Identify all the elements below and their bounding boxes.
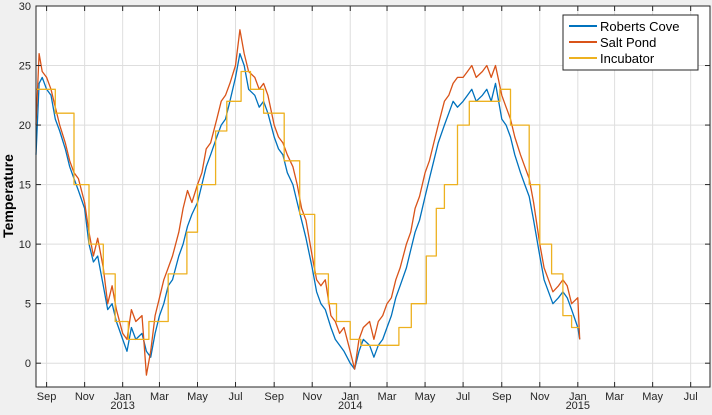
x-tick-label: Sep [492,391,512,403]
series-lines [35,29,581,376]
x-tick-label: Nov [530,391,550,403]
x-tick-label: Jan [569,391,587,403]
x-tick-label: Jul [684,391,698,403]
series-line-incubator [36,70,580,346]
legend-label-roberts-cove: Roberts Cove [600,19,679,34]
x-tick-label: Mar [378,391,397,403]
x-tick-label: May [187,391,208,403]
x-tick-label: Mar [605,391,624,403]
x-tick-label: Jan [341,391,359,403]
plot-border [35,5,711,388]
y-tick-label: 30 [19,1,31,13]
x-tick-label: Jul [228,391,242,403]
legend-label-salt-pond: Salt Pond [600,35,656,50]
y-tick-label: 25 [19,61,31,73]
x-tick-label: Nov [75,391,95,403]
x-year-label: 2014 [338,400,362,410]
x-tick-label: Sep [37,391,57,403]
grid [36,5,710,387]
x-tick-label: Mar [150,391,169,403]
y-tick-label: 10 [19,239,31,251]
x-year-label: 2015 [566,400,590,410]
legend-label-incubator: Incubator [600,51,655,66]
y-tick-label: 0 [25,358,31,370]
x-tick-label: May [642,391,663,403]
axis-ticks: 0 5 10 15 20 25 30 Sep Nov Jan Mar May Jul Sep Nov Jan M… [19,1,710,412]
x-tick-label: Jan [114,391,132,403]
y-tick-label: 15 [19,180,31,192]
y-tick-label: 5 [25,299,31,311]
x-tick-label: May [415,391,436,403]
x-tick-label: Sep [264,391,284,403]
x-tick-label: Jul [456,391,470,403]
series-line-salt-pond [35,29,581,376]
y-axis-label: Temperature [0,154,16,238]
y-tick-label: 20 [19,120,31,132]
x-year-label: 2013 [110,400,134,410]
x-tick-label: Nov [302,391,322,403]
series-line-roberts-cove [35,52,581,370]
